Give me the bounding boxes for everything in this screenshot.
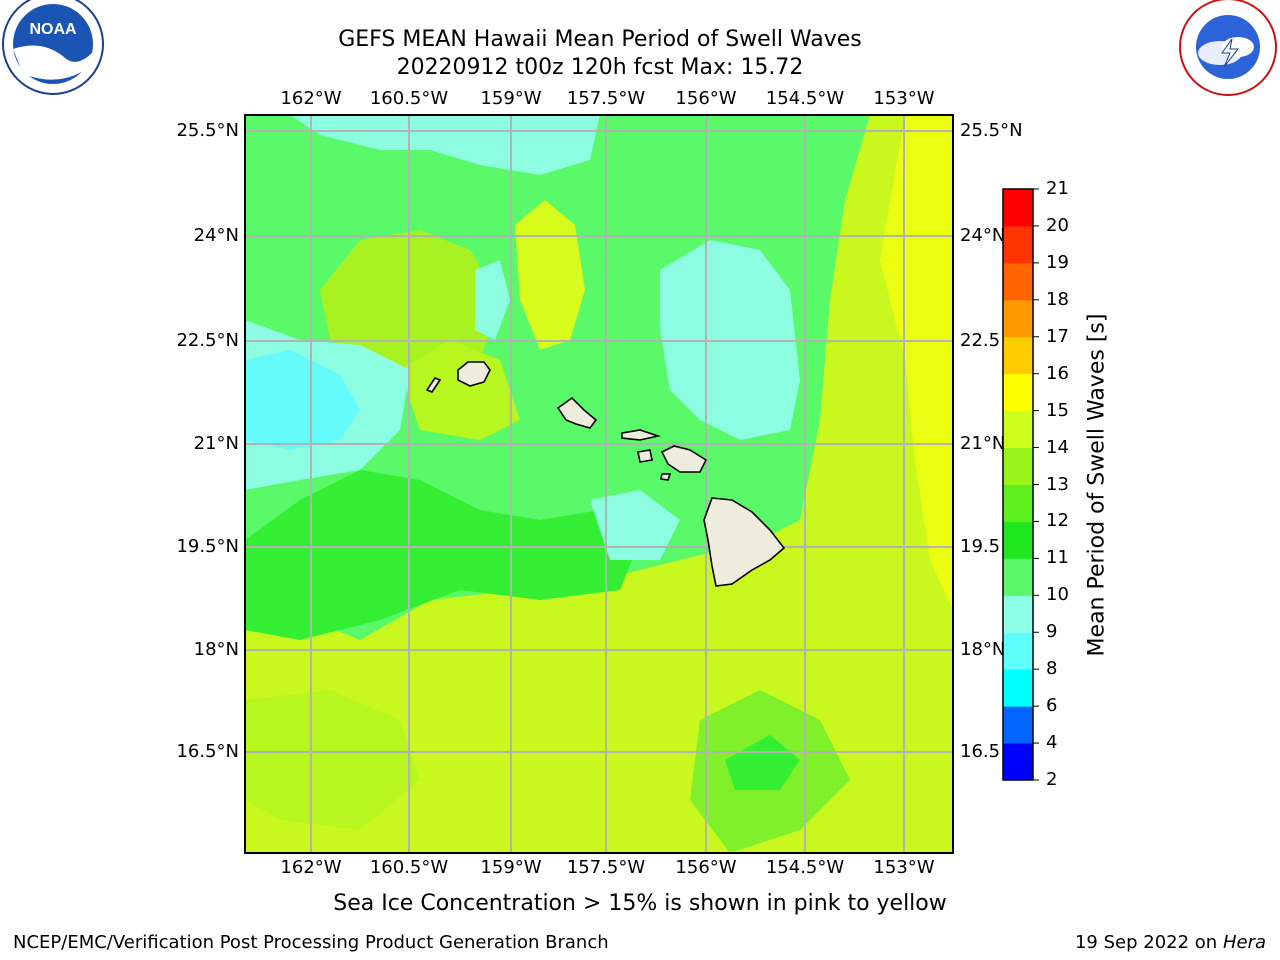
lon-label-top: 160.5°W (369, 88, 449, 109)
colorbar-segment (1003, 447, 1033, 485)
island-kauai (457, 361, 491, 387)
lon-label-bottom: 156°W (675, 857, 737, 878)
colorbar-segment (1003, 706, 1033, 744)
island-niihau (425, 377, 442, 393)
lat-label-right: 22.5 (960, 330, 1001, 351)
colorbar-tick-label: 17 (1046, 325, 1069, 347)
nws-logo (1179, 0, 1277, 96)
colorbar-tick-label: 11 (1046, 547, 1069, 569)
lat-label-right: 25.5°N (960, 120, 1023, 141)
colorbar-segment (1003, 336, 1033, 375)
colorbar-segment (1003, 189, 1033, 227)
lon-label-top: 154.5°W (765, 88, 845, 109)
colorbar-tick-label: 13 (1046, 473, 1069, 495)
footer-date-text: 19 Sep 2022 on (1074, 932, 1218, 953)
lon-label-top: 153°W (873, 88, 935, 109)
colorbar-segment (1003, 595, 1033, 633)
field-lime-kauai (400, 340, 520, 440)
lon-label-bottom: 157.5°W (566, 857, 646, 878)
colorbar-segment (1003, 299, 1033, 338)
colorbar (1003, 188, 1039, 781)
lat-label-left: 18°N (193, 639, 239, 660)
lat-label-left: 24°N (193, 225, 239, 246)
colorbar-segment (1003, 743, 1033, 781)
field-yellow-east (880, 115, 953, 610)
lon-label-bottom: 162°W (280, 857, 342, 878)
chart-title: GEFS MEAN Hawaii Mean Period of Swell Wa… (338, 27, 862, 52)
island-molokai (621, 429, 661, 441)
colorbar-tick-label: 12 (1046, 510, 1069, 532)
colorbar-segment (1003, 521, 1033, 559)
colorbar-tick-label: 10 (1046, 584, 1069, 606)
field-yellow-north (515, 200, 585, 350)
noaa-logo-text: NOAA (29, 21, 77, 38)
footer-host: Hera (1222, 932, 1266, 953)
lat-label-left: 25.5°N (176, 120, 239, 141)
lon-label-top: 162°W (280, 88, 342, 109)
map-frame (244, 114, 954, 854)
colorbar-frame (1002, 188, 1034, 781)
island-hawaii (703, 497, 786, 587)
colorbar-tick-label: 18 (1046, 288, 1069, 310)
field-cyan-west (245, 350, 360, 450)
colorbar-segment (1003, 632, 1033, 670)
colorbar-tick-label: 2 (1046, 769, 1058, 790)
colorbar-segment (1003, 410, 1033, 449)
colorbar-tick-label: 16 (1046, 362, 1069, 384)
noaa-logo: NOAA (2, 0, 104, 95)
colorbar-title: Mean Period of Swell Waves [s] (1084, 313, 1110, 657)
lat-label-right: 16.5 (960, 741, 1001, 762)
colorbar-tick-label: 8 (1046, 658, 1058, 680)
colorbar-segment (1003, 484, 1033, 522)
lat-label-left: 16.5°N (176, 741, 239, 762)
field-darkgreen-west (245, 470, 640, 640)
colorbar-segment (1003, 262, 1033, 301)
field-green-patch-se (725, 735, 800, 790)
lon-label-bottom: 153°W (873, 857, 935, 878)
lat-label-left: 19.5°N (176, 536, 239, 557)
footer-date: 19 Sep 2022 on Hera (1075, 932, 1266, 953)
lat-label-right: 21°N (960, 433, 1006, 454)
colorbar-segment (1003, 225, 1033, 264)
lat-label-left: 22.5°N (176, 330, 239, 351)
colorbar-tick-label: 19 (1046, 251, 1069, 273)
lon-label-top: 159°W (480, 88, 542, 109)
graticule (245, 115, 953, 853)
colorbar-tick-label: 20 (1046, 214, 1069, 236)
colorbar-tick-label: 14 (1046, 436, 1069, 458)
colorbar-segment (1003, 669, 1033, 707)
colorbar-segment (1003, 558, 1033, 596)
lat-label-right: 18°N (960, 639, 1006, 660)
swell-period-field (245, 115, 953, 853)
field-lime-patch-s (245, 690, 420, 830)
lon-label-bottom: 159°W (480, 857, 542, 878)
island-kahoolawe (660, 473, 672, 481)
field-yellowgreen-south (245, 115, 953, 853)
island-maui (660, 445, 708, 473)
colorbar-segment (1003, 373, 1033, 412)
chart-subtitle: 20220912 t00z 120h fcst Max: 15.72 (396, 55, 804, 80)
colorbar-tick-label: 9 (1046, 621, 1058, 643)
lon-label-bottom: 160.5°W (369, 857, 449, 878)
lon-label-top: 156°W (675, 88, 737, 109)
lat-label-right: 24°N (960, 225, 1006, 246)
field-lightcyan-leeward (590, 490, 680, 560)
colorbar-tick-label: 15 (1046, 399, 1069, 421)
lat-label-right: 19.5 (960, 536, 1001, 557)
lon-label-top: 157.5°W (566, 88, 646, 109)
colorbar-tick-label: 4 (1046, 732, 1058, 754)
island-lanai (637, 449, 653, 463)
lat-label-left: 21°N (193, 433, 239, 454)
field-lightcyan-channel (475, 260, 510, 340)
colorbar-tick-label: 21 (1046, 178, 1069, 199)
lon-label-bottom: 154.5°W (765, 857, 845, 878)
island-oahu (556, 396, 598, 429)
colorbar-tick-label: 6 (1046, 695, 1058, 717)
footer-credit: NCEP/EMC/Verification Post Processing Pr… (13, 932, 609, 953)
islands (425, 361, 786, 587)
map-caption: Sea Ice Concentration > 15% is shown in … (333, 891, 947, 916)
